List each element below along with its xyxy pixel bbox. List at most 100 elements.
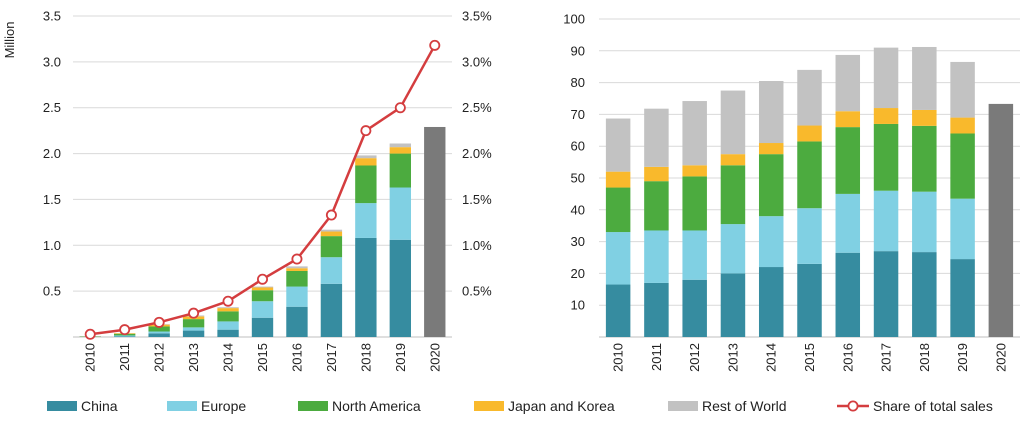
right-bar-total-2020	[988, 103, 1014, 337]
right-bar-segment-europe	[644, 230, 669, 283]
left-bar-segment-north-america	[182, 319, 205, 328]
left-bar-segment-china	[148, 333, 170, 337]
left-y2-tick-label: 3.0%	[462, 54, 492, 69]
left-bar-segment-north-america	[286, 270, 308, 287]
right-x-tick-label: 2015	[802, 343, 817, 372]
left-y2-tick-label: 1.0%	[462, 238, 492, 253]
right-bar-segment-north-america	[644, 181, 669, 231]
left-share-marker	[256, 273, 268, 285]
left-chart: Million 0.5 1.0 1.5 2.0 2.5 3.0 3.5 2010 2011 201…	[2, 9, 492, 372]
left-bar-segment-rest-of-world	[389, 143, 411, 148]
left-bar-segment-north-america	[217, 311, 239, 322]
right-x-tick-label: 2013	[725, 343, 740, 372]
legend-label: Europe	[201, 398, 246, 414]
right-y-tick-label: 60	[571, 139, 585, 154]
right-y-tick-label: 100	[563, 12, 585, 27]
legend-label: Rest of World	[702, 398, 787, 414]
left-bar-segment-japan-and-korea	[286, 268, 308, 271]
legend-label: Japan and Korea	[508, 398, 615, 414]
right-bar-segment-europe	[950, 198, 975, 260]
left-x-tick-label: 2018	[358, 343, 373, 372]
right-bar-segment-rest-of-world	[950, 61, 975, 118]
right-bar-segment-china	[873, 251, 899, 337]
left-bar-segment-china	[320, 283, 343, 337]
right-bar-segment-rest-of-world	[644, 108, 669, 167]
left-x-tick-label: 2020	[427, 343, 442, 372]
left-y-tick-label: 3.5	[43, 9, 61, 24]
right-bar-segment-europe	[605, 232, 631, 285]
right-bar-segment-europe	[720, 224, 746, 274]
right-bar-segment-rest-of-world	[873, 47, 899, 109]
left-y2-tick-label: 2.0%	[462, 146, 492, 161]
left-bar-segment-north-america	[320, 236, 343, 258]
right-x-tick-label: 2018	[917, 343, 932, 372]
left-y-tick-label: 1.5	[43, 192, 61, 207]
left-bar-segment-europe	[320, 257, 343, 284]
left-x-tick-label: 2012	[152, 343, 167, 372]
legend-swatch	[167, 401, 197, 411]
right-bar-segment-north-america	[912, 125, 937, 192]
left-share-marker	[153, 316, 165, 328]
right-bar-segment-rest-of-world	[682, 101, 707, 166]
left-bar-segment-china	[355, 237, 377, 337]
left-y-tick-label: 2.5	[43, 100, 61, 115]
legend-marker	[847, 400, 859, 412]
right-x-tick-label: 2019	[955, 343, 970, 372]
right-bar-segment-rest-of-world	[720, 90, 746, 155]
left-bar-segment-japan-and-korea	[355, 158, 377, 166]
right-bar-segment-japan-and-korea	[758, 143, 784, 155]
right-y-tick-label: 40	[571, 202, 585, 217]
left-share-marker	[429, 39, 441, 51]
right-x-tick-label: 2014	[764, 343, 779, 372]
right-bar-segment-china	[797, 263, 822, 337]
left-x-tick-label: 2015	[255, 343, 270, 372]
legend-swatch	[474, 401, 504, 411]
left-bar-total-2020	[424, 126, 446, 337]
left-bar-segment-japan-and-korea	[320, 231, 343, 237]
left-share-marker	[84, 328, 96, 340]
left-share-marker	[360, 125, 372, 137]
legend: China Europe North America Japan and Korea R…	[47, 398, 993, 414]
right-bar-segment-japan-and-korea	[797, 125, 822, 142]
left-bar-segment-rest-of-world	[355, 155, 377, 159]
right-x-tick-label: 2010	[611, 343, 626, 372]
right-bar-segment-japan-and-korea	[835, 111, 861, 128]
left-bar-segment-rest-of-world	[251, 286, 274, 288]
right-x-tick-label: 2012	[687, 343, 702, 372]
right-chart: 10 20 30 40 50 60 70 80 90 100 2010 2011 2012 2013 201…	[563, 12, 1020, 372]
right-bar-segment-china	[835, 252, 861, 337]
left-y2-tick-label: 2.5%	[462, 100, 492, 115]
left-x-tick-label: 2014	[221, 343, 236, 372]
left-y-tick-label: 1.0	[43, 238, 61, 253]
left-x-tick-label: 2016	[289, 343, 304, 372]
left-y2-tick-label: 3.5%	[462, 9, 492, 24]
left-bar-segment-china	[286, 306, 308, 337]
left-y2-tick-label: 0.5%	[462, 284, 492, 299]
left-bar-segment-north-america	[355, 165, 377, 204]
right-bar-segment-north-america	[873, 123, 899, 191]
right-bar-segment-japan-and-korea	[682, 165, 707, 177]
right-bar-segment-rest-of-world	[605, 118, 631, 172]
left-bar-segment-china	[217, 329, 239, 337]
left-share-marker	[188, 307, 200, 319]
right-bar-segment-rest-of-world	[758, 81, 784, 144]
left-bar-segment-europe	[355, 203, 377, 238]
right-bar-segment-japan-and-korea	[950, 117, 975, 134]
right-bar-segment-china	[758, 267, 784, 337]
left-x-tick-label: 2013	[186, 343, 201, 372]
left-x-tick-label: 2019	[393, 343, 408, 372]
left-bar-segment-china	[182, 330, 205, 337]
left-share-marker	[325, 209, 337, 221]
right-bar-segment-europe	[912, 191, 937, 253]
left-share-marker	[222, 295, 234, 307]
right-bar-segment-north-america	[605, 187, 631, 233]
left-bar-segment-china	[251, 317, 274, 337]
right-bar-segment-japan-and-korea	[873, 108, 899, 124]
right-x-tick-label: 2016	[840, 343, 855, 372]
right-bar-segment-north-america	[797, 141, 822, 209]
left-x-tick-label: 2010	[83, 343, 98, 372]
left-y-tick-label: 2.0	[43, 146, 61, 161]
right-y-tick-label: 50	[571, 171, 585, 186]
left-bar-segment-japan-and-korea	[389, 147, 411, 154]
